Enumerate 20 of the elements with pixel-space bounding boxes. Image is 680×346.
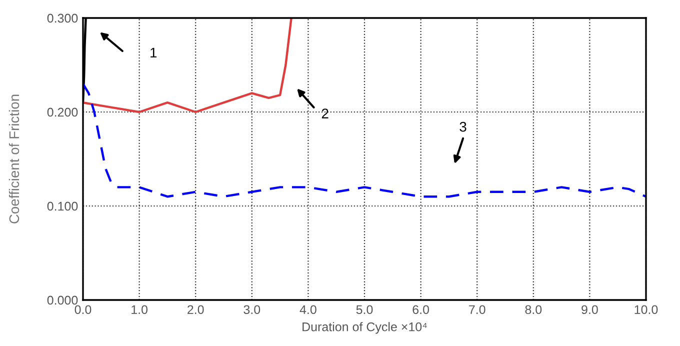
annotation: 2	[322, 108, 328, 118]
x-tick-label: 3.0	[244, 305, 260, 314]
x-tick-label: 8.0	[525, 305, 542, 314]
x-tick-label: 6.0	[412, 305, 429, 314]
x-tick-label: 2.0	[188, 305, 204, 314]
x-tick-label: 4.0	[300, 305, 316, 314]
x-tick-label: 0.0	[74, 305, 92, 314]
y-tick-label: 0.200	[47, 108, 78, 117]
annotation: 3	[460, 122, 466, 132]
annotation: 1	[150, 48, 157, 58]
x-axis-title: Duration of Cycle ×10⁴	[302, 322, 427, 334]
y-tick-label: 0.000	[47, 296, 78, 305]
x-tick-label: 9.0	[582, 305, 598, 314]
x-tick-label: 10.0	[634, 305, 658, 314]
x-tick-label: 5.0	[356, 305, 373, 314]
x-tick-label: 1.0	[132, 305, 148, 314]
x-tick-label: 7.0	[469, 305, 486, 314]
y-axis-title: Coefficient of Friction	[8, 94, 20, 224]
y-tick-label: 0.300	[47, 14, 78, 23]
y-tick-label: 0.100	[47, 202, 78, 211]
